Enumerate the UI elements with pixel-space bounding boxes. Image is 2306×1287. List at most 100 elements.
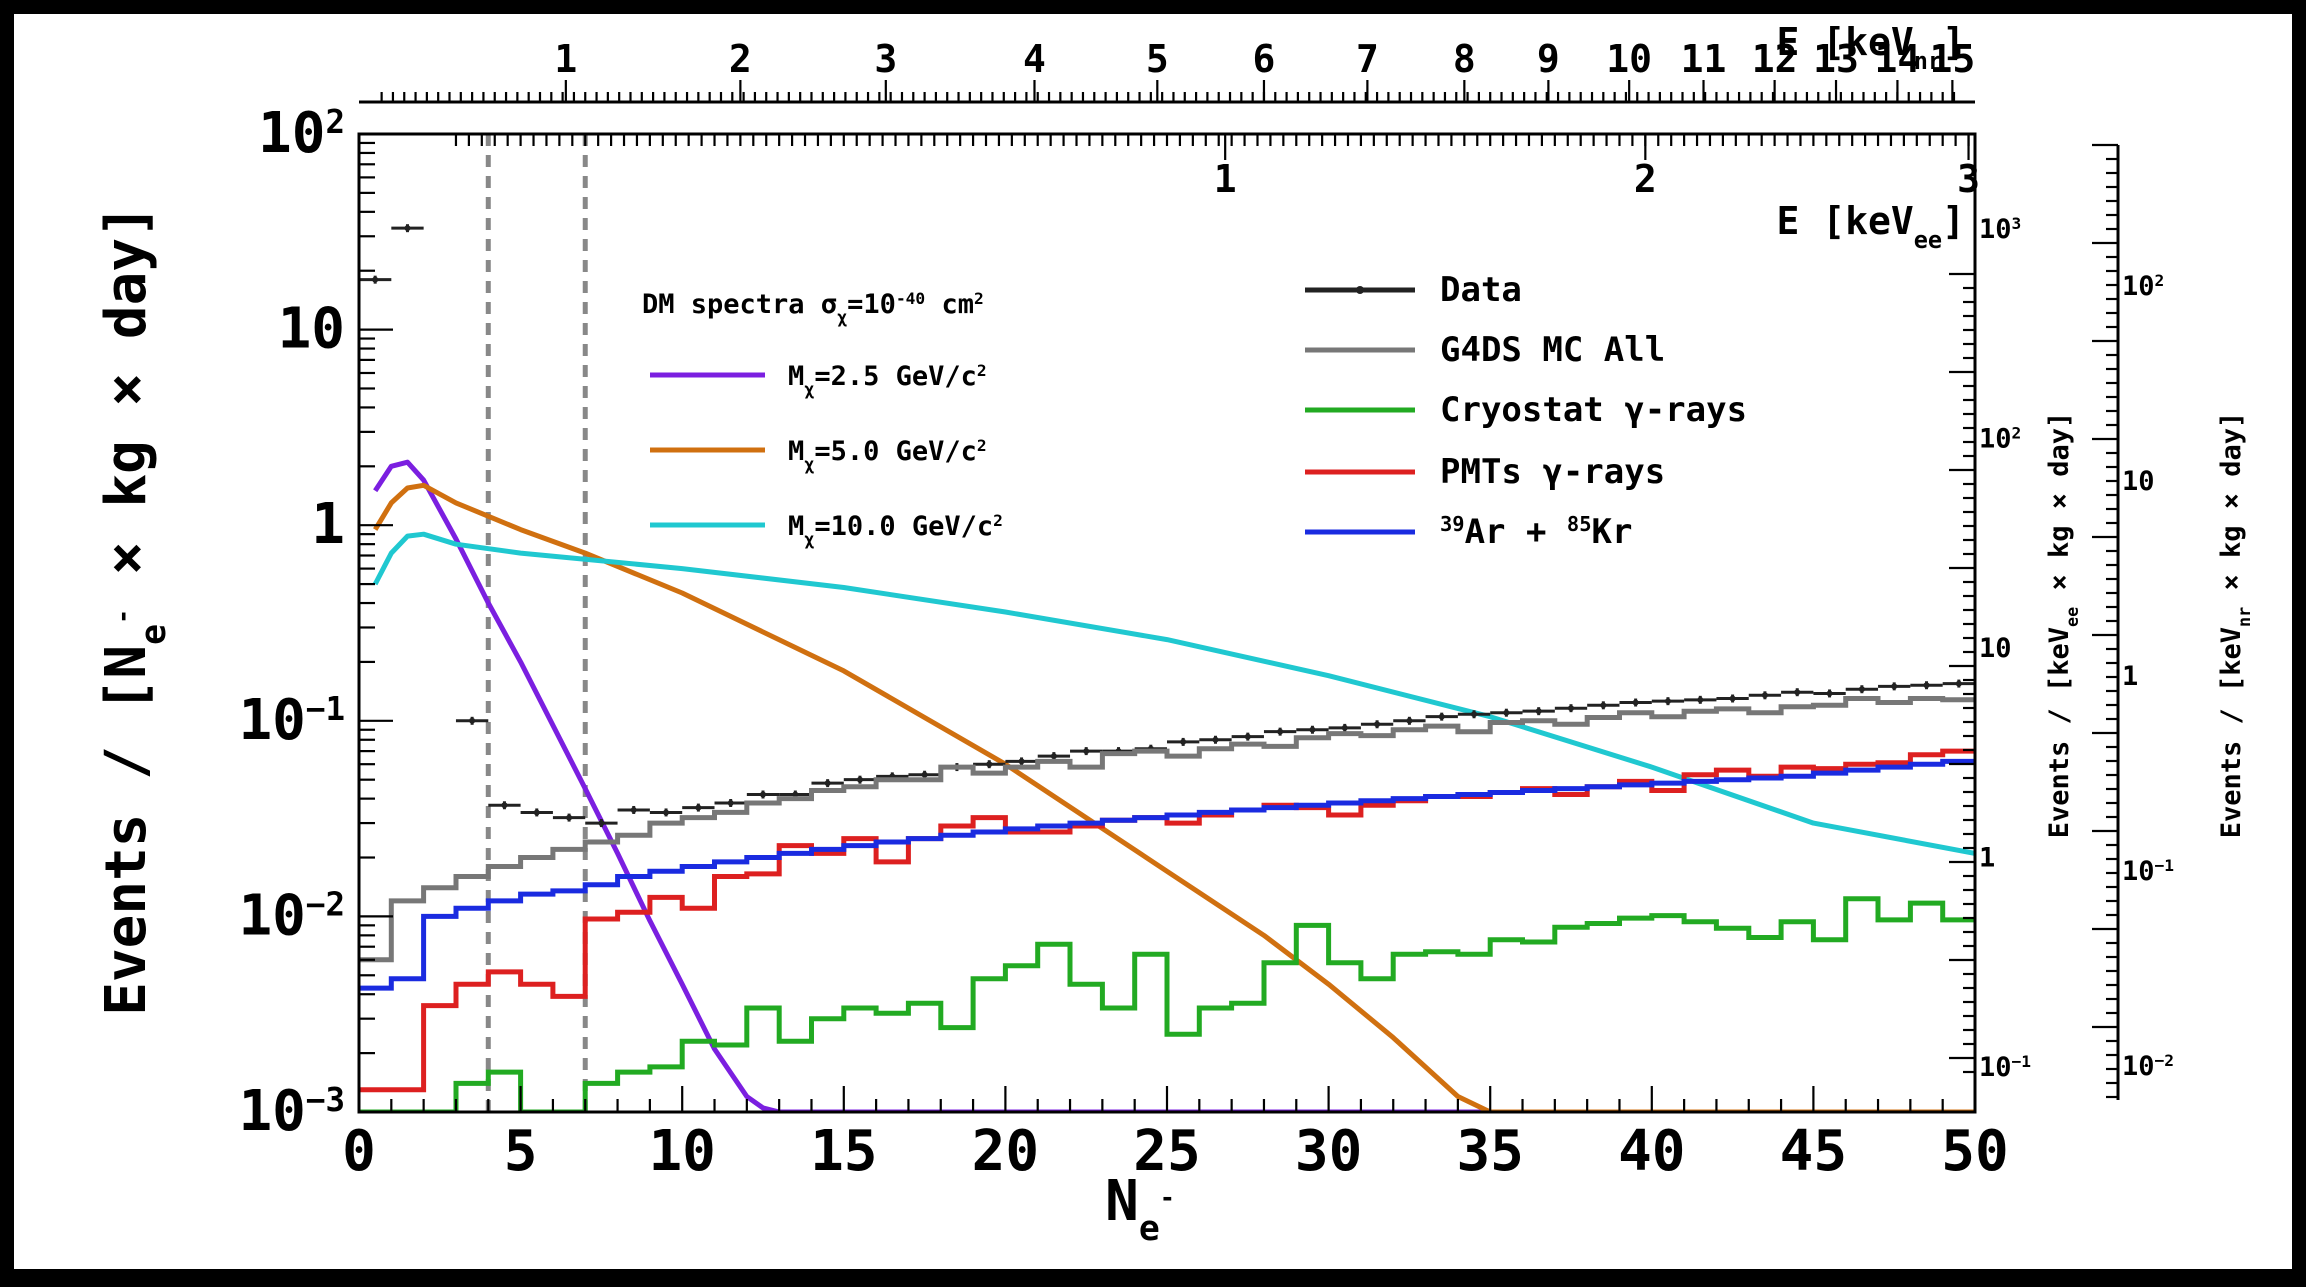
data-point-marker-12 <box>792 791 799 798</box>
right-nr-tick-label-3: 10−1 <box>2122 856 2174 888</box>
top-nr-tick-label-6: 7 <box>1356 37 1379 81</box>
y-tick-label-2: 1 <box>311 492 345 557</box>
top-axis-ee-label: E [keVee] <box>1776 199 1965 254</box>
dm-legend-label-2: Mχ=10.0 GeV/c2 <box>788 511 1003 550</box>
y-tick-label-4: 10−2 <box>238 883 345 948</box>
data-point-marker-5 <box>566 814 573 821</box>
data-point-marker-27 <box>1277 728 1284 735</box>
right-axis-ee-label: Events / [keVee × kg × day] <box>2044 412 2082 839</box>
data-point-marker-44 <box>1826 690 1833 697</box>
data-point-marker-11 <box>760 791 766 798</box>
x-axis-title: Ne- <box>1105 1169 1175 1249</box>
data-point-marker-25 <box>1212 736 1219 743</box>
data-point-marker-4 <box>533 809 540 816</box>
top-nr-tick-label-12: 13 <box>1813 37 1859 81</box>
x-tick-label-10: 50 <box>1941 1119 2008 1184</box>
top-nr-tick-label-7: 8 <box>1453 37 1476 81</box>
data-point-marker-16 <box>921 771 928 778</box>
top-nr-tick-label-5: 6 <box>1253 37 1276 81</box>
data-point-marker-40 <box>1697 696 1704 703</box>
y-tick-label-5: 10−3 <box>238 1079 345 1144</box>
x-tick-label-8: 40 <box>1618 1119 1685 1184</box>
data-point-marker-35 <box>1535 708 1542 715</box>
data-point-marker-26 <box>1244 733 1251 740</box>
data-point-marker-18 <box>986 761 993 768</box>
data-point-marker-10 <box>727 799 734 806</box>
x-tick-label-9: 45 <box>1780 1119 1847 1184</box>
data-point-marker-0 <box>372 276 379 283</box>
x-tick-label-6: 30 <box>1295 1119 1362 1184</box>
x-tick-label-4: 20 <box>972 1119 1039 1184</box>
data-point-marker-42 <box>1761 692 1768 699</box>
data-point-marker-9 <box>695 804 702 811</box>
right-ee-tick-label-3: 1 <box>1979 843 1995 874</box>
plot-area <box>359 134 1975 1112</box>
x-tick-label-0: 0 <box>342 1119 376 1184</box>
series-7-step <box>359 758 1975 991</box>
right-ee-tick-label-4: 10−1 <box>1979 1052 2031 1084</box>
series-2-curve <box>372 531 1975 856</box>
right-ee-tick-label-2: 10 <box>1979 633 2012 664</box>
right-nr-tick-label-4: 10−2 <box>2122 1051 2174 1083</box>
bg-legend-label-2: Cryostat γ-rays <box>1440 390 1747 430</box>
series-6-step <box>359 748 1975 1093</box>
dm-legend-title: DM spectra σχ=10-40 cm2 <box>642 289 984 328</box>
top-nr-tick-label-3: 4 <box>1023 37 1046 81</box>
data-point-marker-37 <box>1600 702 1607 709</box>
data-point-marker-45 <box>1858 686 1865 693</box>
right-nr-tick-label-1: 10 <box>2122 466 2155 497</box>
x-tick-label-3: 15 <box>810 1119 877 1184</box>
data-point-marker-2 <box>469 717 476 724</box>
right-axis-nr-label: Events / [keVnr × kg × day] <box>2216 412 2254 839</box>
x-tick-label-2: 10 <box>648 1119 715 1184</box>
data-point-marker-32 <box>1438 713 1445 720</box>
top-ee-tick-label-1: 2 <box>1634 157 1657 201</box>
series-1-curve <box>373 482 1975 1112</box>
x-tick-label-5: 25 <box>1133 1119 1200 1184</box>
data-point-marker-48 <box>1955 680 1962 687</box>
data-point-marker-39 <box>1664 698 1671 705</box>
data-point-marker-6 <box>598 820 605 827</box>
top-nr-tick-label-8: 9 <box>1537 37 1560 81</box>
data-point-marker-41 <box>1729 695 1736 702</box>
top-ee-tick-label-0: 1 <box>1214 157 1237 201</box>
bg-legend-label-3: PMTs γ-rays <box>1440 452 1665 492</box>
top-nr-tick-label-11: 12 <box>1752 37 1798 81</box>
top-axis-nr-label: E [keVnr] <box>1776 20 1965 75</box>
top-nr-tick-label-10: 11 <box>1681 37 1727 81</box>
bg-legend-label-4: 39Ar + 85Kr <box>1440 512 1632 552</box>
data-point-marker-33 <box>1471 711 1478 718</box>
data-point-marker-1 <box>404 225 411 232</box>
y-tick-label-0: 102 <box>258 101 345 166</box>
right-nr-tick-label-2: 1 <box>2122 661 2138 692</box>
data-point-marker-34 <box>1503 709 1510 716</box>
dm-legend-label-1: Mχ=5.0 GeV/c2 <box>788 436 987 475</box>
top-nr-tick-label-13: 14 <box>1875 37 1921 81</box>
figure-background <box>14 14 2292 1269</box>
data-point-marker-29 <box>1341 724 1348 731</box>
top-nr-tick-label-0: 1 <box>554 37 577 81</box>
bg-legend-label-1: G4DS MC All <box>1440 330 1665 370</box>
data-point-marker-3 <box>501 802 508 809</box>
y-axis-title: Events / [Ne- × kg × day] <box>94 204 174 1016</box>
series-4-step <box>359 696 1975 963</box>
data-point-marker-43 <box>1794 689 1801 696</box>
data-point-marker-31 <box>1406 717 1413 724</box>
x-tick-label-1: 5 <box>504 1119 538 1184</box>
data-point-marker-21 <box>1083 748 1090 755</box>
data-point-marker-20 <box>1050 753 1057 760</box>
right-ee-tick-label-1: 102 <box>1979 423 2021 455</box>
data-point-marker-38 <box>1632 699 1639 706</box>
data-point-marker-19 <box>1018 758 1025 765</box>
bg-legend-marker-0 <box>1356 286 1364 294</box>
right-ee-tick-label-0: 103 <box>1979 214 2021 246</box>
series-0-curve <box>373 459 1975 1112</box>
bg-legend-label-0: Data <box>1440 270 1522 310</box>
x-tick-label-7: 35 <box>1456 1119 1523 1184</box>
data-point-marker-13 <box>824 780 831 787</box>
dm-legend-label-0: Mχ=2.5 GeV/c2 <box>788 361 987 400</box>
data-point-marker-30 <box>1374 721 1381 728</box>
data-point-marker-47 <box>1923 682 1930 689</box>
